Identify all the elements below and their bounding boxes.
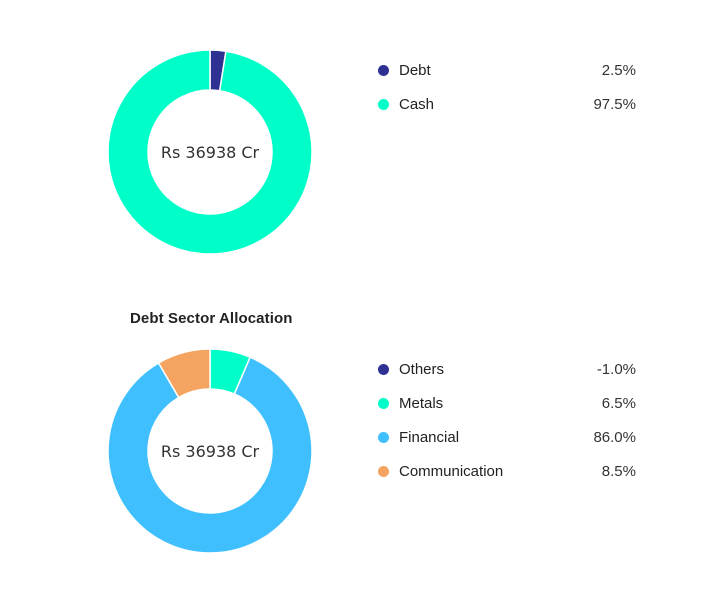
slice-communication[interactable] xyxy=(157,348,211,399)
slice-cash[interactable] xyxy=(107,49,313,255)
asset-allocation-total: Rs 36938 Cr xyxy=(161,143,260,162)
asset-allocation-legend: Debt 2.5% Cash 97.5% xyxy=(378,53,636,121)
legend-value: 6.5% xyxy=(601,394,636,412)
legend-label: Debt xyxy=(399,61,431,79)
legend-label: Communication xyxy=(399,462,504,480)
legend-label: Financial xyxy=(399,428,460,446)
legend-dot-icon xyxy=(378,363,389,375)
legend-item-metals[interactable]: Metals 6.5% xyxy=(378,386,636,420)
legend-value: 2.5% xyxy=(601,61,636,79)
legend-value: 86.0% xyxy=(593,428,636,446)
legend-item-others[interactable]: Others -1.0% xyxy=(378,352,636,386)
legend-label: Metals xyxy=(399,394,444,412)
sector-allocation-donut: Rs 36938 Cr xyxy=(107,348,313,554)
legend-value: -1.0% xyxy=(596,360,636,378)
legend-item-financial[interactable]: Financial 86.0% xyxy=(378,420,636,454)
legend-dot-icon xyxy=(378,465,389,477)
legend-label: Others xyxy=(399,360,445,378)
legend-value: 8.5% xyxy=(601,462,636,480)
legend-dot-icon xyxy=(378,98,389,110)
legend-item-communication[interactable]: Communication 8.5% xyxy=(378,454,636,488)
legend-dot-icon xyxy=(378,64,389,76)
slice-financial[interactable] xyxy=(107,356,313,554)
legend-label: Cash xyxy=(399,95,435,113)
sector-allocation-total: Rs 36938 Cr xyxy=(161,442,260,461)
legend-item-cash[interactable]: Cash 97.5% xyxy=(378,87,636,121)
legend-value: 97.5% xyxy=(593,95,636,113)
section-title: Debt Sector Allocation xyxy=(130,310,293,327)
legend-dot-icon xyxy=(378,431,389,443)
legend-dot-icon xyxy=(378,397,389,409)
sector-allocation-legend: Others -1.0% Metals 6.5% Financial 86.0%… xyxy=(378,352,636,488)
legend-item-debt[interactable]: Debt 2.5% xyxy=(378,53,636,87)
asset-allocation-donut: Rs 36938 Cr xyxy=(107,49,313,255)
